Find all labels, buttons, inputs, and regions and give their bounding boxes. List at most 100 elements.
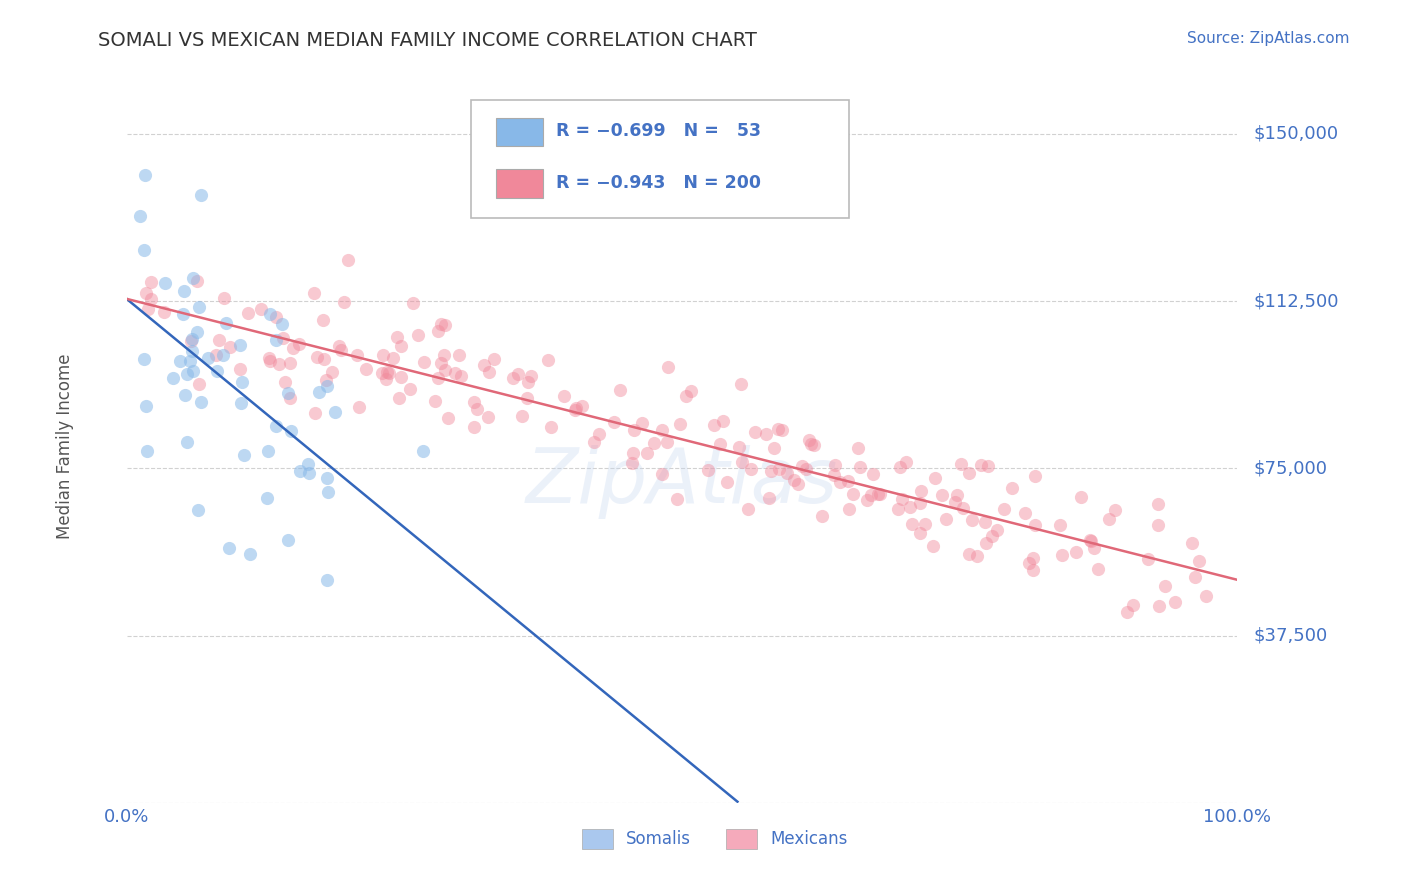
Point [730,376,752,391]
Text: R = −0.943   N = 200: R = −0.943 N = 200 [557,174,762,192]
Point [132,352,155,367]
Text: Source: ZipAtlas.com: Source: ZipAtlas.com [1187,31,1350,46]
Point [1070,491,1092,505]
Point [759,464,782,478]
Point [375,372,398,386]
Point [377,366,399,380]
Point [280,356,302,370]
Point [205,348,228,362]
Point [271,317,294,331]
Point [935,512,957,526]
Bar [727,830,758,849]
Point [385,330,408,344]
Point [205,364,228,378]
Point [786,476,808,491]
Point [181,332,204,346]
Point [811,508,834,523]
Point [898,500,921,515]
Point [890,492,912,507]
Text: $112,500: $112,500 [1254,292,1340,310]
Point [426,324,449,338]
Point [993,502,1015,516]
Point [838,502,860,516]
Point [129,209,152,223]
Point [651,423,673,437]
Point [179,354,201,368]
Point [910,525,932,540]
Point [447,349,470,363]
Point [346,348,368,362]
Point [135,400,157,414]
Point [176,367,198,381]
Point [187,503,209,517]
Point [868,487,890,501]
Point [896,454,918,468]
Point [1181,536,1204,550]
Point [837,474,859,488]
Point [218,541,240,555]
Point [430,356,453,370]
Point [776,467,799,481]
Point [758,491,780,505]
Point [264,310,287,324]
Point [1188,554,1211,568]
Point [957,466,980,480]
Point [952,501,974,516]
Point [176,435,198,450]
Point [266,419,288,434]
Point [588,427,610,442]
Point [602,415,624,429]
Point [910,496,932,510]
Point [283,341,305,355]
Point [186,326,208,340]
Point [737,501,759,516]
Point [389,370,412,384]
Point [1022,563,1045,577]
Point [1022,550,1045,565]
Point [308,385,330,400]
Point [973,515,995,529]
Point [136,302,159,317]
Point [162,371,184,385]
Point [976,536,998,550]
Text: R = −0.699   N =   53: R = −0.699 N = 53 [557,122,762,140]
Point [636,446,658,460]
Point [212,348,235,362]
Point [981,528,1004,542]
Point [910,483,932,498]
Point [325,404,347,418]
Point [406,327,429,342]
Point [797,433,820,447]
Point [412,444,434,458]
Point [516,391,538,405]
Point [621,446,644,460]
Point [316,471,339,485]
Point [770,423,793,437]
Point [849,459,872,474]
Point [950,457,973,471]
Point [1154,579,1177,593]
Point [426,371,449,385]
Point [180,334,202,348]
Point [1195,590,1218,604]
Point [1164,595,1187,609]
Point [537,353,560,368]
Point [228,361,250,376]
Point [1115,605,1137,619]
Point [172,307,194,321]
Point [675,389,697,403]
Point [800,437,823,451]
Point [1001,481,1024,495]
Text: ZipAtlas: ZipAtlas [526,445,838,518]
Point [1104,502,1126,516]
Point [375,365,398,379]
Point [337,252,360,267]
Point [681,384,703,398]
Text: $150,000: $150,000 [1254,125,1339,143]
Point [302,286,325,301]
Point [315,378,337,392]
Point [333,294,356,309]
Point [239,547,262,561]
Point [141,292,163,306]
Point [371,348,394,362]
